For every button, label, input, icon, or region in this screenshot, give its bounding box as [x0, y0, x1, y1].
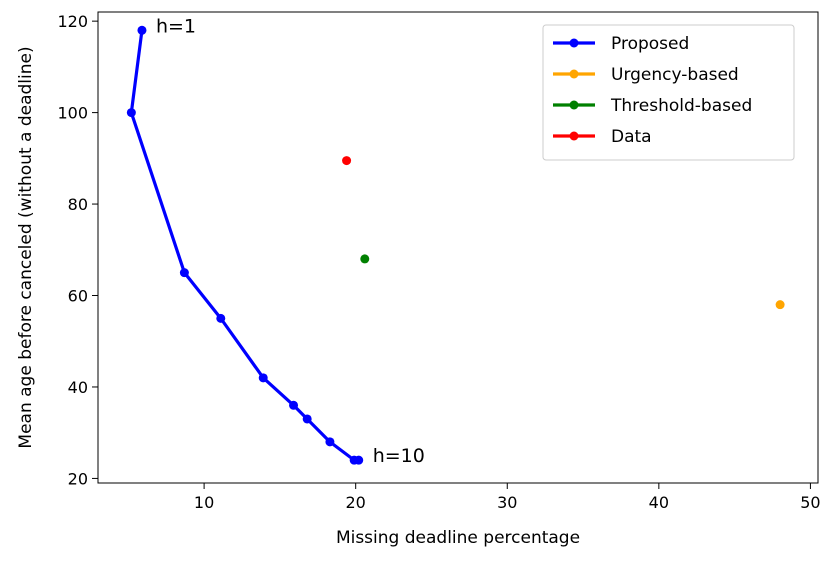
y-tick-label: 120	[57, 12, 88, 31]
data-point	[179, 268, 189, 278]
y-tick-label: 20	[68, 469, 88, 488]
legend-box	[542, 24, 795, 161]
y-tick-label: 40	[68, 378, 88, 397]
series-proposed	[126, 25, 364, 465]
y-tick-label: 100	[57, 104, 88, 123]
series-data	[342, 156, 352, 166]
data-point	[342, 156, 352, 166]
data-point	[126, 108, 136, 118]
data-point	[360, 254, 370, 264]
legend-label: Data	[611, 127, 652, 147]
x-tick-label: 50	[800, 493, 820, 512]
legend-item: Threshold-based	[553, 96, 752, 116]
legend-marker	[569, 100, 579, 110]
data-point	[137, 25, 147, 35]
x-tick-label: 20	[346, 493, 366, 512]
plot-frame	[97, 11, 819, 484]
data-point	[302, 414, 312, 424]
legend-marker	[569, 38, 579, 48]
data-point	[775, 300, 785, 310]
legend-label: Threshold-based	[610, 96, 752, 116]
legend-marker	[569, 131, 579, 141]
plot-area	[97, 11, 819, 484]
legend-label: Urgency-based	[611, 65, 739, 85]
annotations: h=1 h=10	[156, 15, 425, 467]
legend-marker	[569, 69, 579, 79]
x-tick-label: 40	[649, 493, 669, 512]
y-axis-label: Mean age before canceled (without a dead…	[16, 46, 36, 448]
y-tick-label: 60	[68, 287, 88, 306]
legend-item: Data	[553, 127, 652, 147]
data-point	[289, 400, 299, 410]
x-axis-label: Missing deadline percentage	[336, 528, 580, 548]
data-point	[216, 313, 226, 323]
legend-label: Proposed	[611, 34, 689, 54]
x-tick-label: 10	[194, 493, 214, 512]
series-urgency-based	[775, 300, 785, 310]
legend-item: Urgency-based	[553, 65, 739, 85]
data-point	[354, 455, 364, 465]
x-tick-label: 30	[497, 493, 517, 512]
annotation-label: h=10	[373, 445, 425, 467]
data-point	[325, 437, 335, 447]
axes: 10 20 30 40 50 20 40 60 80 100 120 Missing deadline…	[16, 12, 821, 548]
legend: Proposed Urgency-based Threshold-based Data	[542, 24, 795, 161]
y-tick-label: 80	[68, 195, 88, 214]
data-point	[258, 373, 268, 383]
annotation-label: h=1	[156, 15, 196, 37]
series-threshold-based	[360, 254, 370, 264]
series-layer	[126, 25, 785, 465]
series-line	[129, 30, 359, 462]
legend-item: Proposed	[553, 34, 689, 54]
